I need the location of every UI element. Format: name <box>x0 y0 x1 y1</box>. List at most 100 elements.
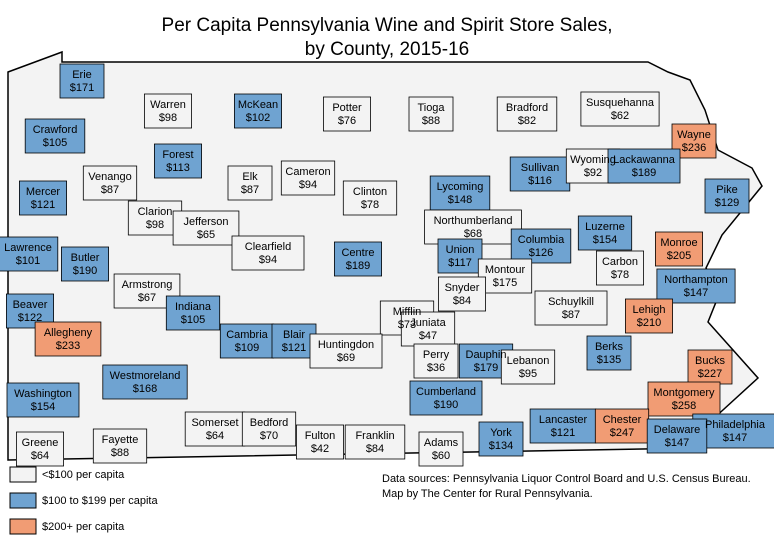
county-name: Montgomery <box>653 387 715 399</box>
county-name: Blair <box>283 329 305 341</box>
county <box>534 290 608 326</box>
county-value: $98 <box>146 219 164 231</box>
county <box>153 143 202 179</box>
county-value: $98 <box>159 112 177 124</box>
county-value: $147 <box>684 287 708 299</box>
county-name: Mercer <box>26 186 61 198</box>
county-value: $47 <box>419 330 437 342</box>
county-name: Montour <box>485 264 526 276</box>
county-name: Washington <box>14 388 72 400</box>
county <box>241 411 297 447</box>
county-value: $78 <box>361 199 379 211</box>
county-name: Wayne <box>677 129 711 141</box>
county-value: $95 <box>519 368 537 380</box>
county-value: $105 <box>181 314 205 326</box>
county <box>165 295 221 331</box>
county-name: Westmoreland <box>110 370 181 382</box>
county-name: Northampton <box>664 274 728 286</box>
legend-label: <$100 per capita <box>42 469 125 481</box>
county <box>409 380 483 416</box>
county <box>333 241 382 277</box>
county-value: $113 <box>166 162 190 174</box>
county-name: Butler <box>71 252 100 264</box>
county <box>219 323 275 359</box>
county <box>594 408 650 444</box>
county-name: Bedford <box>250 417 289 429</box>
county-tiles <box>0 63 774 467</box>
county-value: $73 <box>398 319 416 331</box>
county-name: Beaver <box>13 299 48 311</box>
county-value: $70 <box>260 430 278 442</box>
county-name: Franklin <box>355 430 394 442</box>
county-name: Greene <box>22 437 59 449</box>
county <box>15 431 65 467</box>
county <box>322 96 371 132</box>
county <box>647 381 721 417</box>
county-name: Potter <box>332 102 362 114</box>
source-note: Data sources: Pennsylvania Liquor Contro… <box>382 473 751 485</box>
county <box>418 431 464 467</box>
county <box>509 156 571 192</box>
county-name: Cambria <box>226 329 268 341</box>
county-name: Jefferson <box>183 216 228 228</box>
county-value: $247 <box>610 427 634 439</box>
county-value: $190 <box>73 265 97 277</box>
county-value: $84 <box>366 443 384 455</box>
county-name: Bradford <box>506 102 548 114</box>
county-name: Warren <box>150 99 186 111</box>
county-name: Juniata <box>410 317 446 329</box>
county-name: Bucks <box>695 355 725 367</box>
county <box>34 321 102 357</box>
county <box>510 228 572 264</box>
county <box>529 408 597 444</box>
county-value: $109 <box>235 342 259 354</box>
county-name: Columbia <box>518 234 565 246</box>
county-name: Delaware <box>654 424 700 436</box>
county <box>413 343 459 379</box>
county <box>61 246 110 282</box>
county <box>577 215 633 251</box>
county <box>496 96 558 132</box>
county-value: $122 <box>18 312 42 324</box>
county-name: Northumberland <box>434 215 513 227</box>
county-value: $84 <box>453 295 471 307</box>
county-name: Perry <box>423 349 450 361</box>
county-value: $189 <box>632 167 656 179</box>
county-value: $121 <box>31 199 55 211</box>
county-value: $147 <box>723 432 747 444</box>
county-name: Snyder <box>445 282 480 294</box>
county-name: Fayette <box>102 434 139 446</box>
county-value: $88 <box>422 115 440 127</box>
county-name: Susquehanna <box>586 97 655 109</box>
county <box>687 349 733 385</box>
legend-swatch <box>9 518 37 535</box>
county-labels: Erie$171Warren$98McKean$102Potter$76Tiog… <box>4 69 766 462</box>
county-name: Lawrence <box>4 242 52 254</box>
county-name: Adams <box>424 437 459 449</box>
county-value: $88 <box>111 447 129 459</box>
county <box>233 93 282 129</box>
county <box>500 349 556 385</box>
county-value: $117 <box>448 257 472 269</box>
county-name: Clinton <box>353 186 387 198</box>
county <box>280 160 336 196</box>
county-value: $69 <box>337 352 355 364</box>
county <box>646 418 708 454</box>
county-value: $94 <box>259 254 277 266</box>
county-name: Lebanon <box>507 355 550 367</box>
county-name: Clearfield <box>245 241 291 253</box>
legend-swatch <box>9 492 37 509</box>
county-value: $121 <box>282 342 306 354</box>
county-value: $65 <box>197 229 215 241</box>
county-value: $148 <box>448 194 472 206</box>
county <box>344 424 406 460</box>
county-name: Forest <box>162 149 193 161</box>
county-value: $126 <box>529 247 553 259</box>
county-name: Allegheny <box>44 327 93 339</box>
county <box>309 333 383 369</box>
county-name: Centre <box>341 247 374 259</box>
county-value: $189 <box>346 260 370 272</box>
county <box>478 421 524 457</box>
county <box>0 236 59 272</box>
county-name: McKean <box>238 99 278 111</box>
